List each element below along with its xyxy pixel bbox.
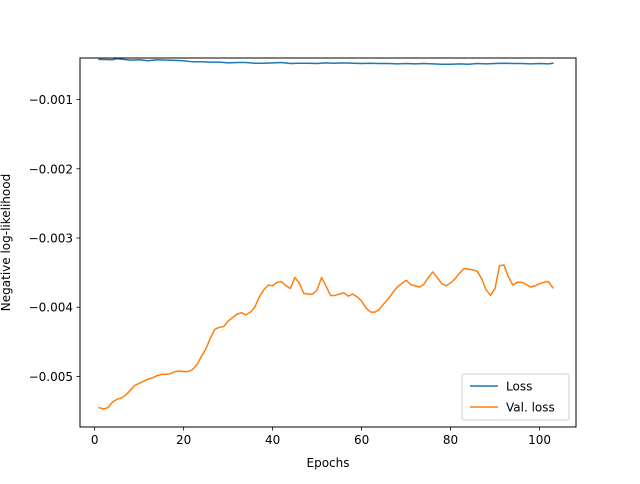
y-tick-label: −0.001 (29, 93, 73, 107)
series-layer (98, 57, 554, 410)
x-tick-label: 100 (528, 433, 551, 447)
x-tick-label: 40 (265, 433, 280, 447)
plot-frame (79, 57, 577, 428)
x-tick-label: 60 (354, 433, 369, 447)
legend-label-val-loss: Val. loss (506, 401, 555, 415)
y-tick-label: −0.005 (29, 370, 73, 384)
y-tick-label: −0.004 (29, 301, 73, 315)
x-axis: 0 20 40 60 80 100 (91, 427, 551, 447)
legend: Loss Val. loss (461, 373, 570, 421)
y-tick-label: −0.003 (29, 232, 73, 246)
series-line-val-loss (98, 264, 554, 410)
legend-label-loss: Loss (506, 380, 532, 394)
y-tick-label: −0.002 (29, 162, 73, 176)
x-tick-label: 20 (176, 433, 191, 447)
series-line-loss (98, 57, 554, 65)
x-tick-label: 0 (91, 433, 99, 447)
x-tick-label: 80 (443, 433, 458, 447)
y-axis-label: Negative log-likelihood (0, 174, 13, 311)
x-axis-label: Epochs (307, 456, 350, 470)
y-axis: −0.005 −0.004 −0.003 −0.002 −0.001 (29, 93, 80, 384)
